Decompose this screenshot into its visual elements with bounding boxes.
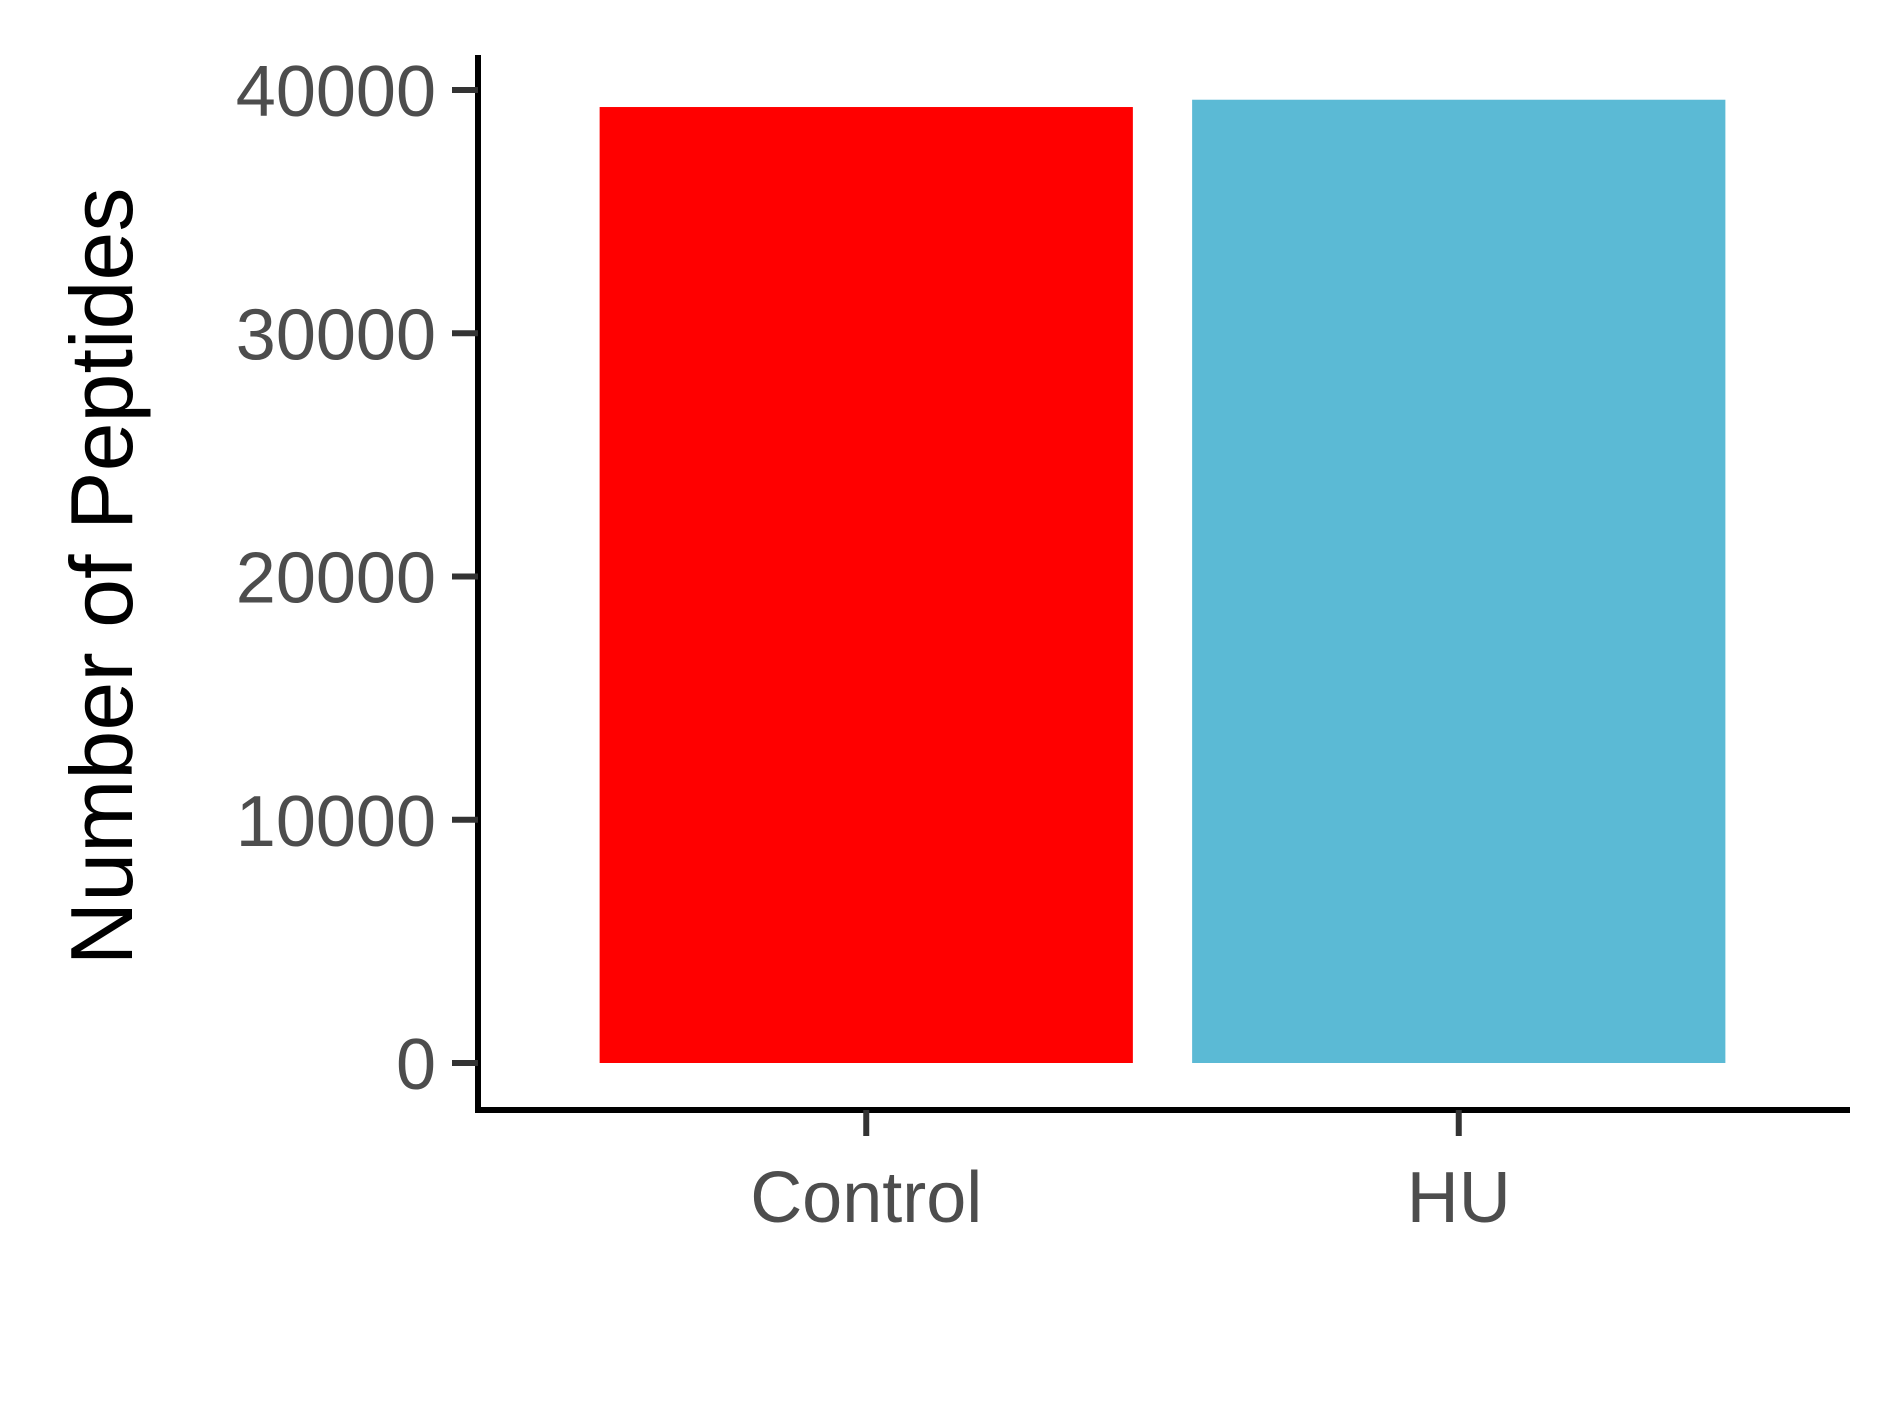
y-tick-label: 30000 — [236, 295, 436, 375]
y-tick-label: 10000 — [236, 782, 436, 862]
y-axis-title: Number of Peptides — [52, 188, 151, 966]
x-axis: Control HU — [475, 1107, 1850, 1238]
y-tick-label: 40000 — [236, 52, 436, 132]
bars-layer — [599, 99, 1726, 1064]
y-axis: 0 10000 20000 30000 40000 — [236, 52, 481, 1113]
bar-hu — [1192, 99, 1726, 1064]
y-tick-label: 0 — [396, 1025, 436, 1105]
x-tick-label: Control — [750, 1158, 982, 1238]
x-tick-label: HU — [1407, 1158, 1511, 1238]
y-tick-label: 20000 — [236, 539, 436, 619]
bar-control — [599, 107, 1133, 1064]
